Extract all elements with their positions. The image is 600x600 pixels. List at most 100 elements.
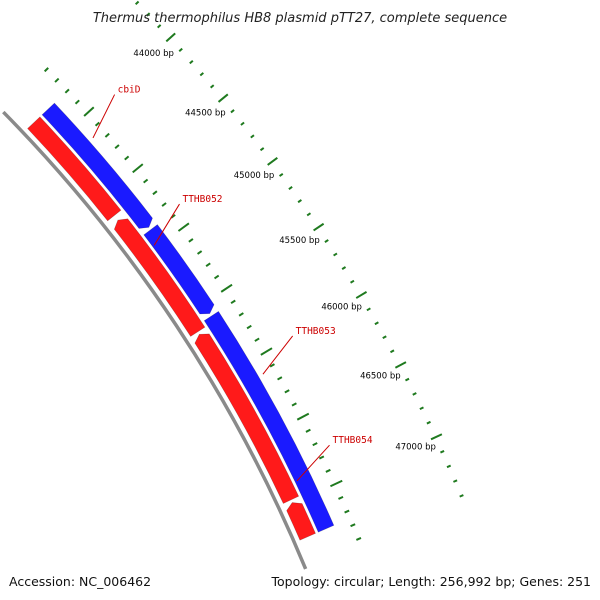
minor-tick [325,468,331,473]
major-tick [260,347,273,356]
minor-tick [246,324,252,330]
major-tick [296,412,310,421]
minor-tick [152,190,158,196]
major-tick [330,479,343,488]
ruler-minor-tick [426,420,431,425]
ruler-minor-tick [199,72,204,77]
minor-tick [74,99,80,105]
tick-label: 47000 bp [395,442,436,452]
tick-label: 45000 bp [234,171,275,181]
ruler: 44000 bp 44500 bp 45000 bp 45500 bp 46000 bp… [43,0,464,541]
forward-gene-arrow [143,224,215,315]
ruler-minor-tick [419,406,424,411]
accession-label: Accession: NC_006462 [9,574,151,589]
ruler-minor-tick [178,47,183,53]
ruler-minor-tick [459,494,464,498]
minor-tick [196,250,203,255]
ruler-major-tick [430,433,443,441]
tick-label: 46500 bp [360,372,401,382]
minor-tick [188,238,194,243]
minor-tick [114,144,120,149]
forward-gene-arrow [41,102,153,229]
ruler-minor-tick [324,239,329,243]
gene-features [27,102,335,541]
minor-tick [104,132,110,138]
ruler-major-tick [165,32,176,43]
ruler-minor-tick [446,464,452,469]
ruler-minor-tick [382,335,387,340]
ruler-minor-tick [134,0,140,6]
ruler-major-tick [217,93,229,103]
gene-label: TTHB052 [182,194,222,205]
ruler-major-tick [267,157,278,166]
ruler-minor-tick [440,450,445,454]
ruler-minor-tick [389,349,395,354]
ruler-minor-tick [306,212,312,217]
ruler-minor-tick [240,121,245,126]
minor-tick [269,363,275,368]
gene-label-leader [153,203,180,246]
ruler-minor-tick [341,266,347,270]
minor-tick [291,402,297,407]
minor-tick [124,155,130,161]
ruler-minor-tick [297,199,302,204]
ruler-major-tick [355,291,368,299]
minor-tick [318,455,325,460]
ruler-minor-tick [209,84,215,89]
ruler-minor-tick [259,147,265,152]
ruler-minor-tick [412,392,417,396]
minor-tick [94,121,100,127]
minor-tick [43,67,49,73]
ruler-minor-tick [453,479,458,483]
ruler-major-tick [394,361,407,369]
minor-tick [205,262,211,267]
ruler-minor-tick [146,12,151,17]
minor-tick [338,495,344,500]
major-tick [177,222,190,232]
ruler-minor-tick [405,377,410,382]
minor-tick [238,312,244,317]
minor-tick [305,428,311,433]
ruler-minor-tick [230,109,235,114]
gene-label-leader [296,444,330,482]
ruler-minor-tick [366,307,371,312]
forward-gene-arrow [203,310,335,533]
plasmid-ring [2,110,308,570]
reverse-gene-arrow [27,116,122,222]
reverse-gene-arrow [286,502,316,541]
map-summary: Topology: circular; Length: 256,992 bp; … [271,574,592,589]
major-tick [132,163,144,174]
backbone-ring [2,110,308,570]
minor-tick [344,509,350,514]
ruler-minor-tick [250,134,255,139]
gene-label: TTHB054 [333,435,373,446]
tick-label: 44500 bp [185,109,226,119]
minor-tick [230,299,236,305]
gene-label-leader [92,94,116,139]
gene-label-leader [262,335,294,375]
minor-tick [54,77,60,83]
gene-label: TTHB053 [296,326,336,337]
minor-tick [284,389,290,394]
minor-tick [254,337,260,342]
tick-label: 44000 bp [133,49,174,59]
ruler-minor-tick [189,59,194,65]
ruler-major-tick [313,222,325,232]
major-tick [83,106,95,117]
tick-label: 46000 bp [321,303,362,313]
reverse-gene-arrow [194,333,300,504]
map-title: Thermus thermophilus HB8 plasmid pTT27, … [93,11,507,26]
reverse-gene-arrow [113,218,206,337]
minor-tick [355,537,362,541]
minor-tick [143,178,149,184]
minor-tick [161,202,167,207]
minor-tick [350,523,356,528]
ruler-minor-tick [350,279,355,284]
gene-label: cbiD [118,85,141,96]
gene-labels: cbiD TTHB052 TTHB053 TTHB054 [92,85,373,482]
minor-tick [213,274,220,280]
major-tick [220,283,233,293]
ruler-minor-tick [374,321,379,326]
ruler-minor-tick [278,172,284,177]
